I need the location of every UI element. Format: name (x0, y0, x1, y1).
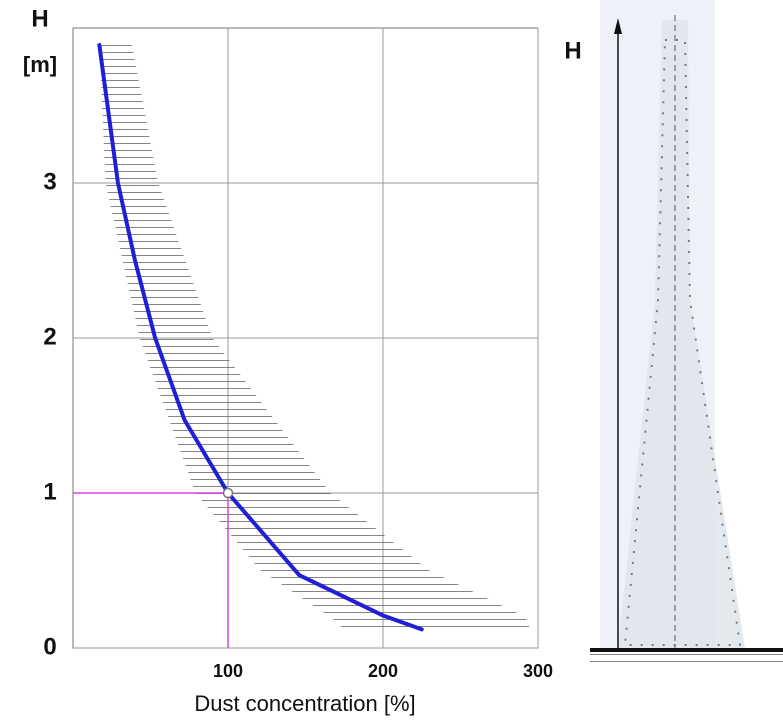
y-tick-label: 2 (43, 323, 56, 350)
x-tick-label: 200 (368, 661, 398, 681)
marker-guide (73, 492, 229, 648)
y-tick-label: 1 (43, 478, 56, 505)
diagram-label: H (564, 37, 581, 64)
x-tick-label: 100 (213, 661, 243, 681)
y-tick-label: 3 (43, 168, 56, 195)
marker-point (222, 487, 234, 499)
x-axis-label: Dust concentration [%] (194, 691, 415, 716)
curve (97, 43, 424, 632)
diagram (590, 15, 783, 662)
scatter-band (99, 45, 531, 630)
y-axis-unit: [m] (23, 52, 57, 77)
y-axis-label: H (31, 5, 48, 32)
x-tick-label: 300 (523, 661, 553, 681)
y-tick-label: 0 (43, 633, 56, 660)
